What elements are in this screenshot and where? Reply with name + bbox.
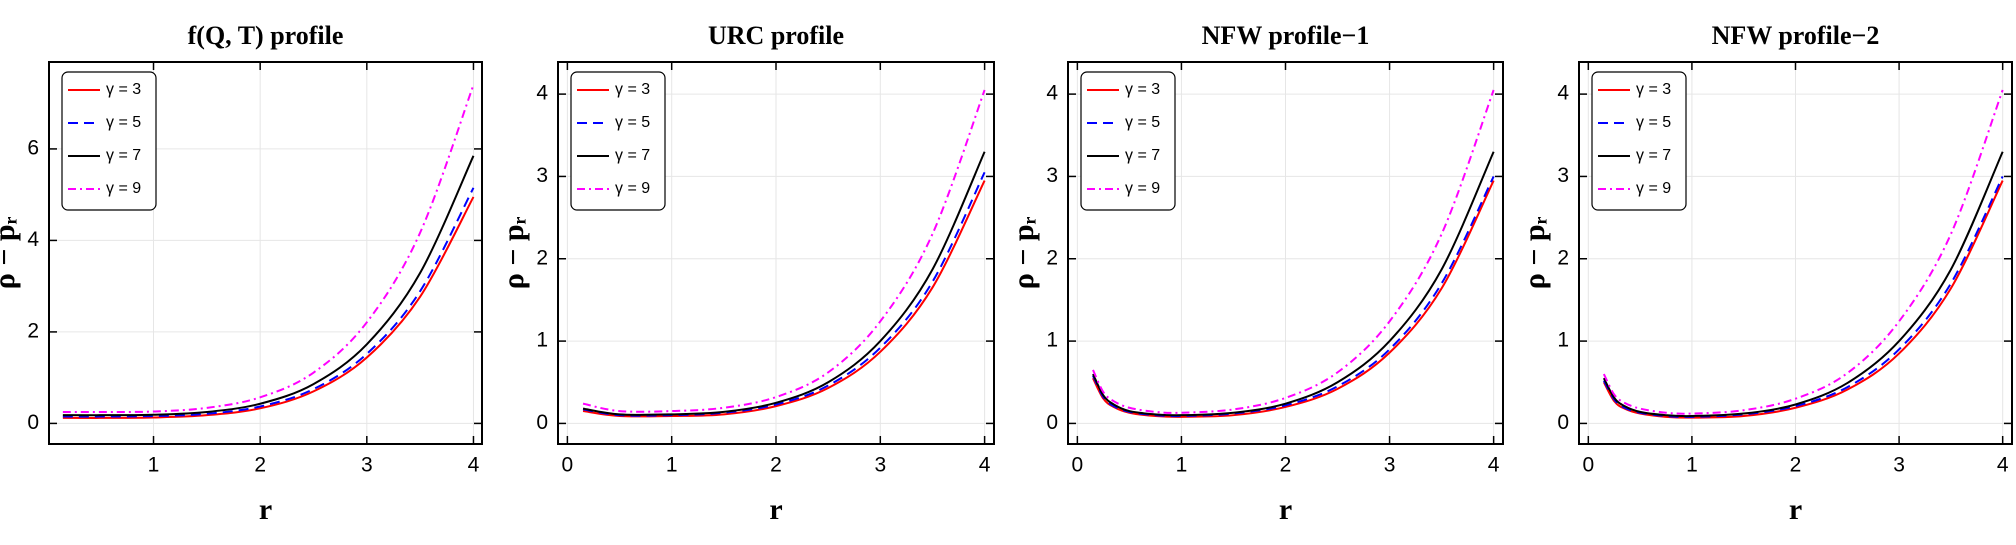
y-tick-label: 2: [1046, 246, 1058, 269]
series-line: [1602, 175, 2004, 418]
series-line: [582, 180, 986, 418]
x-tick-label: 2: [770, 454, 782, 477]
x-axis-label: r: [1279, 493, 1292, 526]
legend-label: γ = 9: [1636, 180, 1671, 197]
legend-label: γ = 3: [1636, 81, 1671, 98]
series-line: [1602, 151, 2004, 418]
legend-label: γ = 5: [1125, 114, 1160, 131]
x-tick-label: 2: [1790, 454, 1802, 477]
y-tick-label: 0: [536, 411, 548, 434]
x-axis-label: r: [1789, 493, 1802, 526]
legend-label: γ = 5: [1636, 114, 1671, 131]
series-line: [582, 89, 986, 413]
y-tick-label: 2: [536, 246, 548, 269]
x-tick-label: 4: [1488, 454, 1500, 477]
x-tick-label: 2: [1280, 454, 1292, 477]
legend-label: γ = 7: [615, 147, 650, 164]
x-tick-label: 4: [979, 454, 991, 477]
y-axis-label: ρ − pᵣ: [497, 216, 530, 289]
series-line: [1092, 89, 1495, 414]
x-tick-label: 1: [1686, 454, 1698, 477]
legend-box: [61, 71, 157, 211]
x-tick-label: 3: [1384, 454, 1396, 477]
y-tick-label: 1: [1557, 329, 1569, 352]
x-tick-label: 0: [1582, 454, 1594, 477]
x-tick-label: 1: [1176, 454, 1188, 477]
y-tick-label: 4: [1557, 82, 1569, 105]
chart-title: URC profile: [708, 21, 844, 50]
series-line: [1092, 175, 1495, 418]
chart-title: f(Q, T) profile: [188, 21, 344, 50]
x-tick-label: 2: [254, 454, 266, 477]
legend-label: γ = 9: [1125, 180, 1160, 197]
y-tick-label: 4: [27, 228, 39, 251]
x-axis-label: r: [769, 493, 782, 526]
legend-label: γ = 5: [106, 114, 141, 131]
y-tick-label: 2: [27, 319, 39, 342]
series-line: [1602, 180, 2004, 419]
y-axis-label: ρ − pᵣ: [0, 216, 21, 289]
y-tick-label: 0: [1557, 411, 1569, 434]
series-line: [1602, 89, 2004, 415]
legend-label: γ = 7: [106, 147, 141, 164]
plot-frame: [1578, 61, 2013, 445]
y-tick-label: 3: [1557, 164, 1569, 187]
legend-label: γ = 7: [1125, 147, 1160, 164]
x-tick-label: 3: [1893, 454, 1905, 477]
legend-label: γ = 5: [615, 114, 650, 131]
legend-label: γ = 9: [615, 180, 650, 197]
chart-panel: 0 1 2 3 4 0 1 2 3 4 γ = 3 γ = 5 γ = 7 γ = 9 NFW profil…: [1007, 21, 1504, 526]
x-tick-label: 0: [562, 454, 574, 477]
chart-panel: 0 1 2 3 4 0 1 2 3 4 γ = 3 γ = 5 γ = 7 γ = 9 NFW profil…: [1518, 21, 2013, 526]
legend-label: γ = 3: [1125, 81, 1160, 98]
legend-label: γ = 3: [615, 81, 650, 98]
y-axis-label: ρ − pᵣ: [1518, 216, 1551, 289]
series-line: [62, 187, 475, 418]
series-line: [582, 151, 986, 416]
legend-label: γ = 3: [106, 81, 141, 98]
x-axis-label: r: [259, 493, 272, 526]
series-line: [1092, 180, 1495, 418]
series-line: [62, 155, 475, 417]
x-tick-label: 1: [666, 454, 678, 477]
plot-frame: [1067, 61, 1504, 445]
y-tick-label: 1: [536, 329, 548, 352]
legend-label: γ = 9: [106, 180, 141, 197]
series-line: [1092, 151, 1495, 417]
chart-title: NFW profile−2: [1712, 21, 1880, 50]
chart-title: NFW profile−1: [1202, 21, 1370, 50]
y-tick-label: 6: [27, 136, 39, 159]
x-tick-label: 1: [148, 454, 160, 477]
y-tick-label: 3: [536, 164, 548, 187]
series-line: [582, 171, 986, 417]
y-axis-label: ρ − pᵣ: [1007, 216, 1040, 289]
series-line: [62, 196, 475, 419]
x-tick-label: 3: [874, 454, 886, 477]
series-line: [62, 84, 475, 414]
x-tick-label: 0: [1072, 454, 1084, 477]
x-tick-label: 4: [468, 454, 480, 477]
y-tick-label: 4: [1046, 82, 1058, 105]
chart-panel: 0 2 4 6 1 2 3 4 γ = 3 γ = 5 γ = 7 γ = 9 f(Q, T) prof…: [0, 21, 483, 526]
y-tick-label: 4: [536, 82, 548, 105]
legend-box: [1591, 71, 1687, 211]
plot-frame: [557, 61, 995, 445]
x-tick-label: 4: [1997, 454, 2009, 477]
legend-box: [570, 71, 666, 211]
y-tick-label: 2: [1557, 246, 1569, 269]
y-tick-label: 1: [1046, 329, 1058, 352]
y-tick-label: 3: [1046, 164, 1058, 187]
legend-box: [1080, 71, 1176, 211]
plot-frame: [48, 61, 483, 445]
legend-label: γ = 7: [1636, 147, 1671, 164]
chart-panel: 0 1 2 3 4 0 1 2 3 4 γ = 3 γ = 5 γ = 7 γ = 9 URC profil…: [497, 21, 995, 526]
y-tick-label: 0: [1046, 411, 1058, 434]
x-tick-label: 3: [361, 454, 373, 477]
y-tick-label: 0: [27, 411, 39, 434]
